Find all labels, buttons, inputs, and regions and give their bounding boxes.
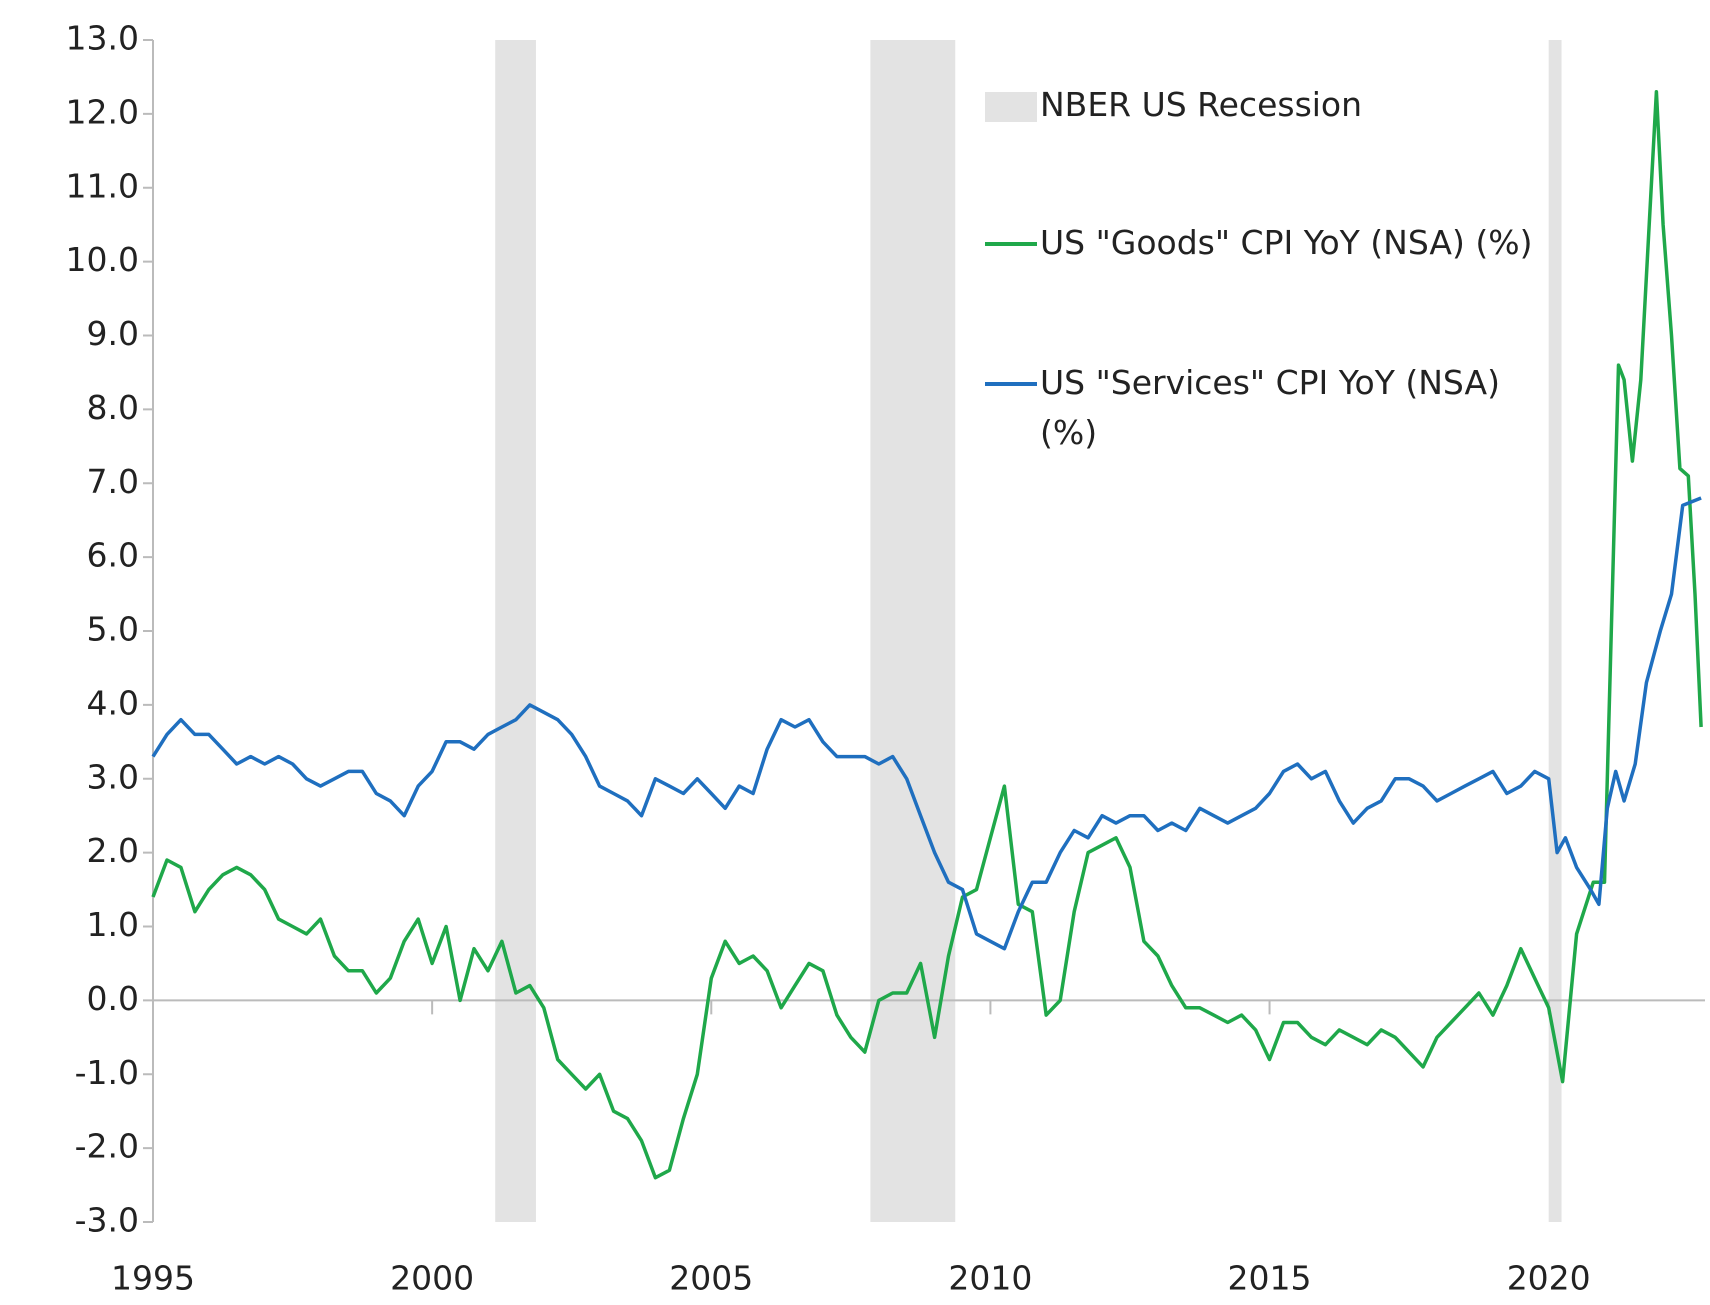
y-tick-label: 3.0: [87, 757, 139, 796]
y-tick-label: 6.0: [87, 536, 139, 575]
series-line: [151, 89, 1703, 1180]
y-tick-label: 7.0: [87, 462, 139, 501]
legend-swatch: [985, 92, 1037, 122]
y-tick-label: -2.0: [75, 1127, 139, 1166]
legend-label: US "Services" CPI YoY (NSA) (%): [1040, 363, 1500, 452]
y-tick-label: 11.0: [66, 166, 139, 205]
x-tick-label: 2015: [1228, 1259, 1312, 1298]
y-tick-label: 12.0: [66, 92, 139, 131]
y-tick-label: 4.0: [87, 683, 139, 722]
series-line: [151, 496, 1702, 951]
y-tick-label: 13.0: [66, 19, 139, 58]
recession-band: [870, 40, 956, 1222]
x-tick-label: 2000: [390, 1259, 474, 1298]
y-tick-label: -1.0: [75, 1053, 139, 1092]
legend-entry: US "Services" CPI YoY (NSA) (%): [1040, 363, 1500, 452]
x-tick-label: 2020: [1507, 1259, 1591, 1298]
x-tick-label: 2010: [948, 1259, 1032, 1298]
y-tick-label: 0.0: [87, 979, 139, 1018]
legend-entry: NBER US Recession: [1040, 85, 1363, 124]
recession-band: [495, 40, 536, 1222]
y-tick-label: 10.0: [66, 240, 139, 279]
recession-band: [1548, 40, 1562, 1222]
y-tick-label: 5.0: [87, 610, 139, 649]
y-tick-label: -3.0: [75, 1201, 139, 1240]
y-tick-label: 1.0: [87, 905, 139, 944]
legend-label: NBER US Recession: [1040, 85, 1363, 124]
y-tick-label: 9.0: [87, 314, 139, 353]
y-tick-label: 8.0: [87, 388, 139, 427]
legend-label: US "Goods" CPI YoY (NSA) (%): [1040, 223, 1533, 262]
legend-entry: US "Goods" CPI YoY (NSA) (%): [1040, 223, 1533, 262]
x-tick-label: 1995: [111, 1259, 195, 1298]
y-tick-label: 2.0: [87, 831, 139, 870]
x-tick-label: 2005: [669, 1259, 753, 1298]
